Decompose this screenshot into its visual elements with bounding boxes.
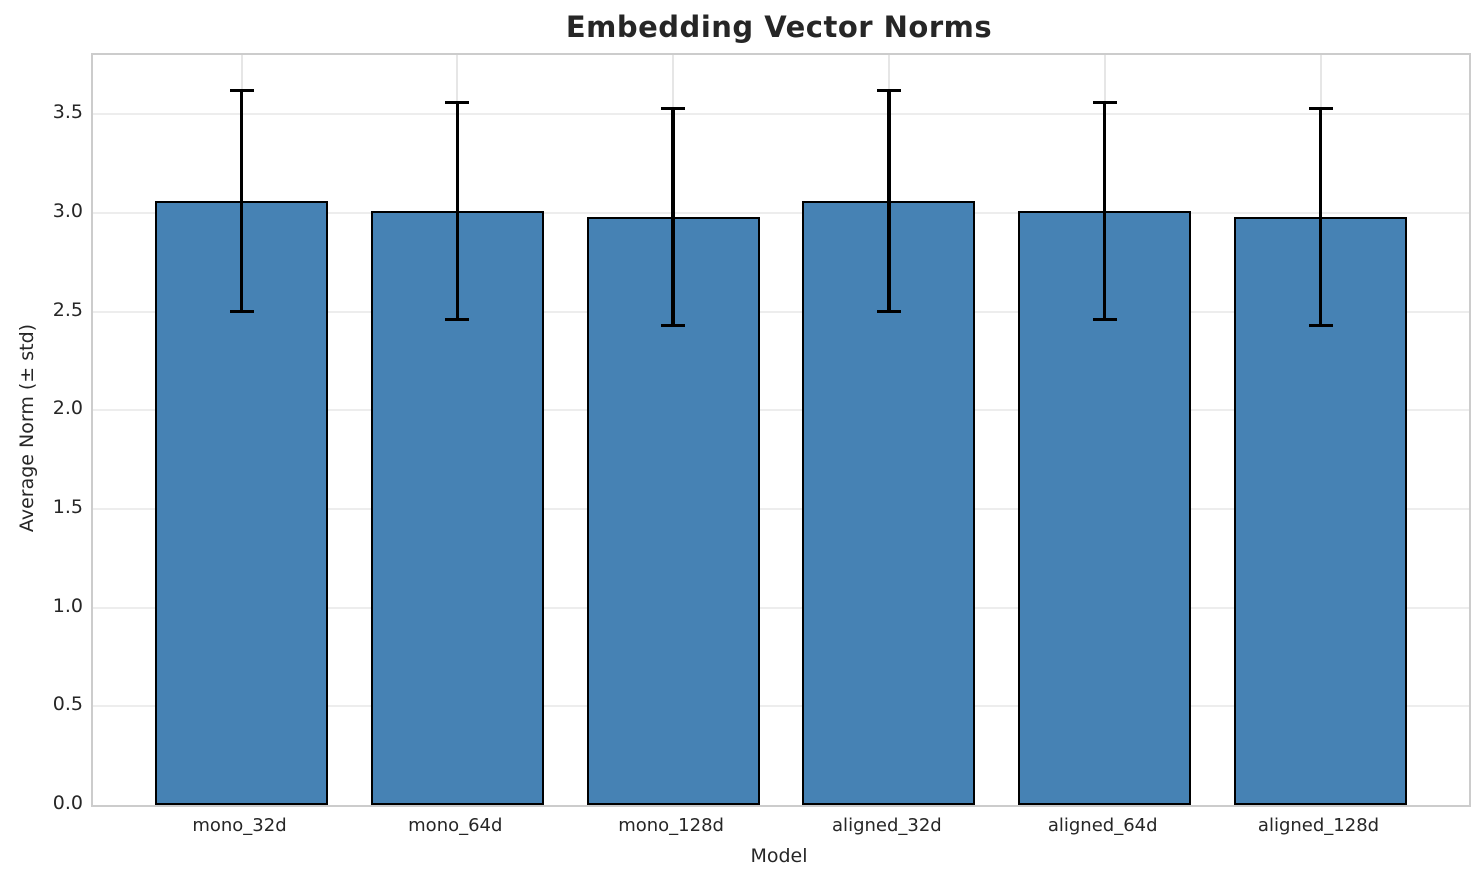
error-bar-line — [671, 108, 675, 326]
x-tick-label: aligned_64d — [1047, 815, 1158, 836]
error-bar-cap-top — [1092, 100, 1117, 105]
x-axis-label: Model — [750, 845, 808, 867]
y-tick-label: 0.0 — [52, 792, 83, 814]
error-bar-cap-bottom — [445, 317, 470, 322]
y-tick-label: 0.5 — [52, 693, 83, 716]
error-bar-cap-top — [445, 100, 470, 105]
error-bar-line — [887, 90, 891, 312]
h-gridline — [93, 211, 1469, 214]
error-bar-cap-bottom — [661, 323, 686, 328]
h-gridline — [93, 507, 1469, 510]
h-gridline — [93, 409, 1469, 412]
y-tick-label: 1.5 — [52, 495, 83, 518]
y-tick-label: 2.0 — [52, 397, 83, 420]
error-bar-cap-top — [229, 88, 254, 93]
h-gridline — [93, 310, 1469, 313]
error-bar-line — [1318, 108, 1323, 326]
error-bar-cap-bottom — [876, 309, 901, 314]
error-bar-cap-bottom — [1092, 317, 1117, 322]
h-gridline — [93, 113, 1469, 116]
x-tick-label: aligned_32d — [832, 815, 942, 836]
plot-area — [91, 53, 1471, 807]
h-gridline — [93, 705, 1469, 708]
y-tick-label: 1.0 — [52, 594, 83, 617]
error-bar-line — [455, 102, 460, 320]
error-bar-cap-bottom — [229, 309, 254, 314]
x-tick-label: aligned_128d — [1257, 815, 1380, 836]
chart-title: Embedding Vector Norms — [565, 10, 993, 44]
bar-aligned_64d — [1018, 210, 1192, 805]
x-tick-label: mono_128d — [618, 815, 724, 836]
h-gridline — [93, 606, 1469, 609]
x-tick-label: mono_64d — [408, 815, 503, 836]
y-tick-label: 3.0 — [52, 199, 83, 222]
error-bar-line — [239, 90, 244, 312]
error-bar-cap-bottom — [1308, 323, 1333, 328]
y-tick-label: 2.5 — [52, 298, 83, 321]
error-bar-line — [1102, 102, 1107, 320]
x-tick-label: mono_32d — [192, 815, 287, 836]
y-tick-label: 3.5 — [52, 101, 83, 124]
error-bar-cap-top — [876, 88, 901, 93]
error-bar-cap-top — [1308, 106, 1333, 111]
error-bar-cap-top — [661, 106, 686, 111]
